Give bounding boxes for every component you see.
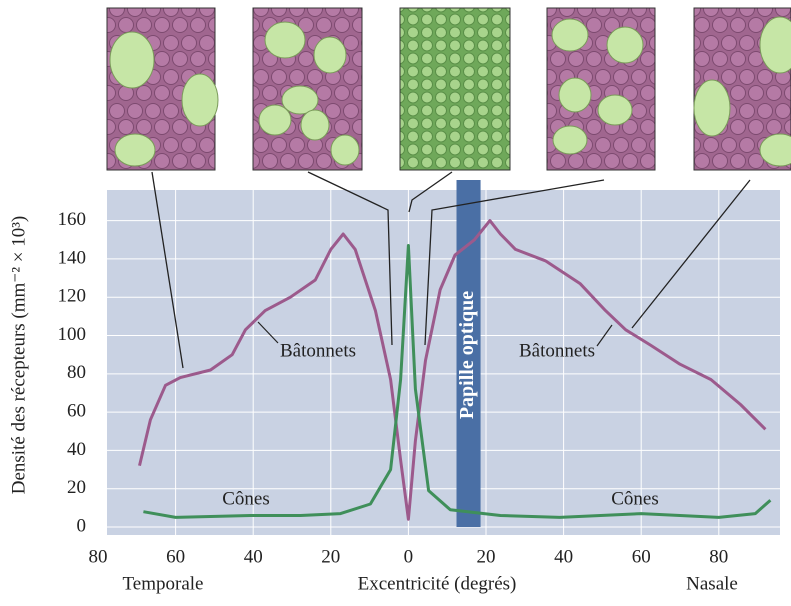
x-tick-label: 20 (321, 546, 340, 567)
x-tick-label: 80 (89, 546, 108, 567)
thumbnail (107, 8, 218, 170)
thumbnail (694, 8, 791, 170)
y-axis-label: Densité des récepteurs (mm⁻² × 10³) (8, 216, 29, 495)
x-tick-label: 80 (709, 546, 728, 567)
y-tick-label: 140 (58, 247, 87, 268)
y-tick-label: 60 (67, 400, 86, 421)
annotation: Bâtonnets (280, 340, 356, 361)
annotation: Bâtonnets (519, 340, 595, 361)
thumbnail (253, 8, 362, 170)
thumbnail (400, 8, 510, 170)
thumbnail (547, 8, 655, 170)
y-tick-label: 20 (67, 477, 86, 498)
x-tick-label: 0 (404, 546, 414, 567)
annotation: Cônes (611, 488, 659, 509)
y-tick-label: 160 (58, 209, 87, 230)
x-tick-label: 40 (244, 546, 263, 567)
chart: 80604020020406080020406080100120140160Pa… (0, 0, 791, 601)
annotation: Cônes (222, 488, 270, 509)
x-tick-label: 40 (554, 546, 573, 567)
y-tick-label: 0 (77, 515, 87, 536)
x-axis-label: Excentricité (degrés) (358, 573, 517, 594)
side-label: Temporale (123, 573, 204, 594)
y-tick-label: 120 (58, 286, 87, 307)
y-tick-label: 80 (67, 362, 86, 383)
y-tick-label: 100 (58, 324, 87, 345)
x-tick-label: 60 (632, 546, 651, 567)
optic-disc-label: Papille optique (456, 291, 478, 419)
x-tick-label: 20 (477, 546, 496, 567)
x-tick-label: 60 (166, 546, 185, 567)
retina-thumbnails (107, 8, 791, 170)
side-label: Nasale (686, 573, 738, 594)
y-tick-label: 40 (67, 439, 86, 460)
